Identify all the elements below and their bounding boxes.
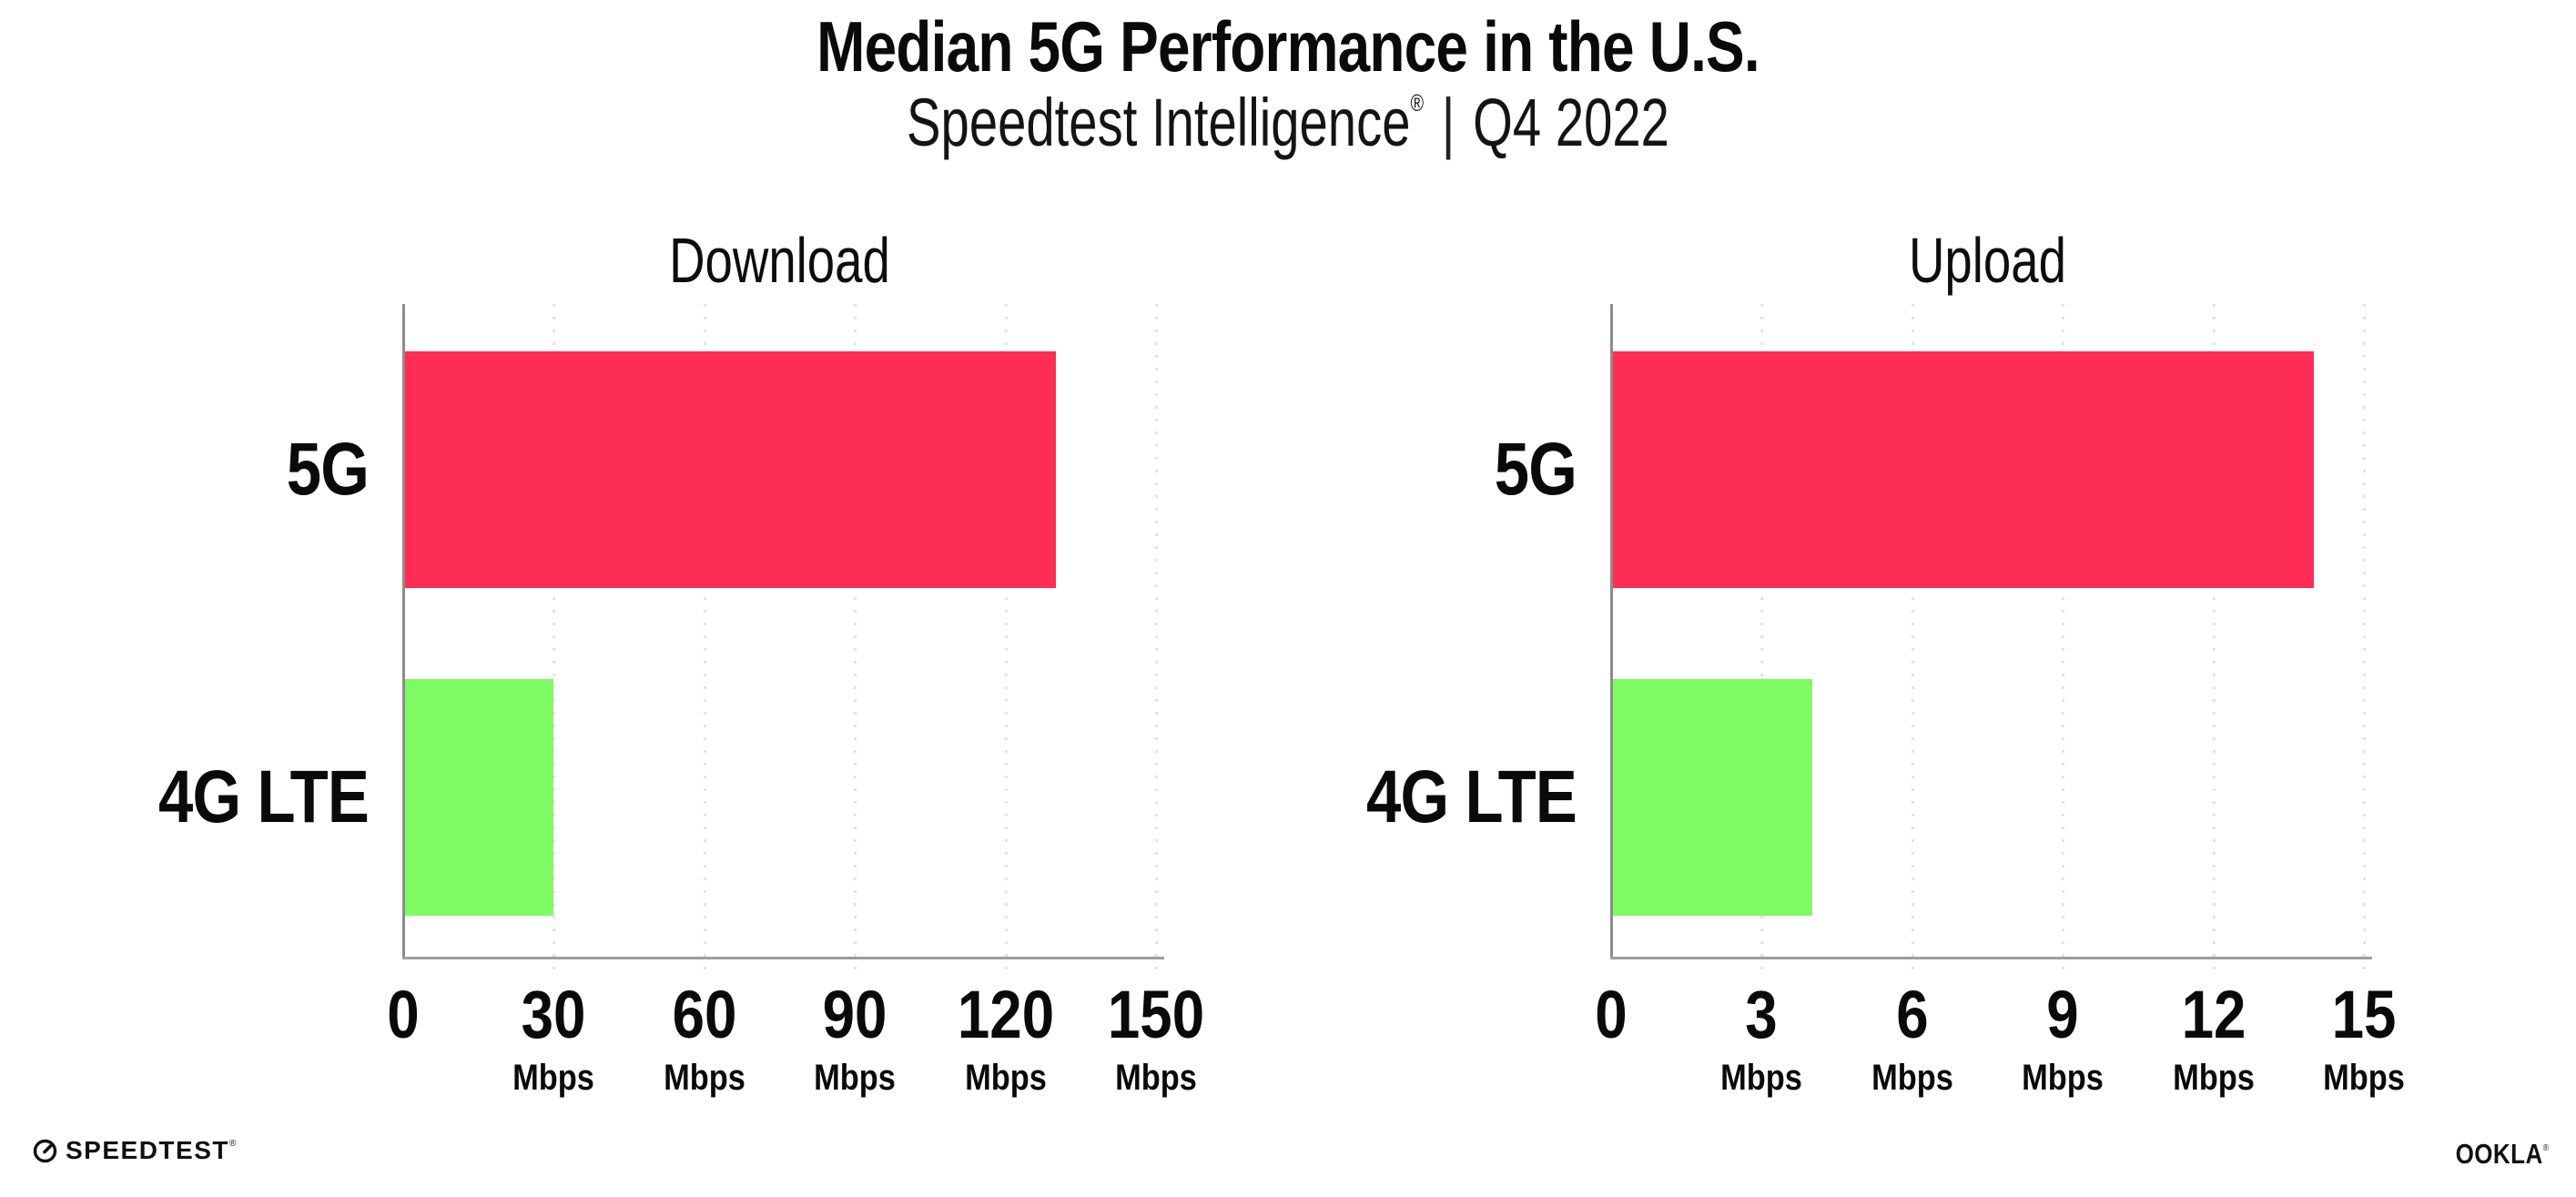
x-tick-label: 6 Mbps <box>1871 977 1953 1098</box>
chart-title-upload: Upload <box>1908 225 2067 296</box>
x-tick-value: 3 <box>1745 977 1779 1052</box>
x-tick-value: 15 <box>2331 977 2397 1052</box>
bar-5g <box>403 351 1056 588</box>
x-tick-unit: Mbps <box>512 1058 595 1098</box>
download-chart: Download 0 30 Mbps 60 Mbps 90 Mbps 120 Mbps 150 Mb… <box>158 224 1204 1134</box>
page-subtitle: Speedtest Intelligence® | Q4 2022 <box>309 84 2267 161</box>
x-tick-label: 30 Mbps <box>512 977 595 1098</box>
page-title: Median 5G Performance in the U.S. <box>816 6 1760 86</box>
gridline <box>553 304 556 971</box>
x-tick-label: 0 <box>387 981 419 1049</box>
gridline <box>2212 304 2216 971</box>
gridline <box>1004 304 1008 971</box>
speedtest-logo: SPEEDTEST® <box>33 1136 238 1165</box>
x-tick-unit: Mbps <box>814 1058 897 1098</box>
x-tick-value: 60 <box>672 977 737 1052</box>
x-tick-label: 15 Mbps <box>2323 977 2405 1098</box>
x-tick-unit: Mbps <box>2323 1058 2405 1098</box>
download-plot-area: 0 30 Mbps 60 Mbps 90 Mbps 120 Mbps 150 Mbps 5G 4G LT… <box>158 304 1204 1096</box>
x-tick-unit: Mbps <box>2022 1058 2104 1098</box>
x-tick-label: 3 Mbps <box>1720 977 1803 1098</box>
upload-chart: Upload 0 3 Mbps 6 Mbps 9 Mbps 12 Mbps 15 Mbps 5G 4G … <box>1366 224 2405 1134</box>
category-label-5g: 5G <box>1494 428 1577 511</box>
upload-plot-area: 0 3 Mbps 6 Mbps 9 Mbps 12 Mbps 15 Mbps 5G 4G LTE <box>1366 304 2405 1096</box>
x-tick-unit: Mbps <box>663 1058 745 1098</box>
bar-5g <box>1611 351 2314 588</box>
ookla-logo: OOKLA® <box>2455 1138 2549 1171</box>
x-tick-value: 9 <box>2046 977 2079 1052</box>
x-tick-value: 0 <box>1595 977 1628 1052</box>
x-tick-value: 6 <box>1896 977 1929 1052</box>
speedtest-registered-mark: ® <box>228 1139 238 1149</box>
x-tick-value: 0 <box>387 977 420 1052</box>
gridline <box>2062 304 2065 971</box>
ookla-registered-mark: ® <box>2542 1143 2549 1153</box>
x-tick-value: 120 <box>957 977 1054 1052</box>
gridline <box>703 304 706 971</box>
gridline <box>854 304 857 971</box>
x-tick-unit: Mbps <box>2172 1058 2255 1098</box>
x-tick-label: 120 Mbps <box>957 977 1054 1098</box>
x-tick-label: 90 Mbps <box>814 977 897 1098</box>
ookla-logo-text: OOKLA <box>2455 1138 2543 1170</box>
gridline <box>1155 304 1158 971</box>
x-tick-value: 90 <box>822 977 887 1052</box>
bar-4g-lte <box>403 679 554 916</box>
x-tick-unit: Mbps <box>1115 1058 1197 1098</box>
gridline <box>1760 304 1764 971</box>
x-tick-label: 60 Mbps <box>663 977 745 1098</box>
subtitle-period: Q4 2022 <box>1473 85 1669 160</box>
x-tick-label: 9 Mbps <box>2022 977 2104 1098</box>
category-label-4g-lte: 4G LTE <box>1366 756 1577 838</box>
x-tick-value: 12 <box>2181 977 2246 1052</box>
x-tick-label: 150 Mbps <box>1107 977 1205 1098</box>
category-label-4g-lte: 4G LTE <box>158 756 370 838</box>
bar-4g-lte <box>1611 679 1812 916</box>
x-tick-label: 12 Mbps <box>2172 977 2255 1098</box>
speedtest-gauge-icon <box>33 1139 57 1162</box>
registered-mark: ® <box>1410 89 1425 117</box>
subtitle-divider: | <box>1441 85 1455 160</box>
speedtest-logo-text: SPEEDTEST® <box>66 1136 238 1164</box>
x-tick-value: 30 <box>521 977 586 1052</box>
gridline <box>1911 304 1914 971</box>
gridline <box>2363 304 2366 971</box>
x-tick-label: 0 <box>1595 981 1627 1049</box>
subtitle-brand: Speedtest Intelligence <box>907 85 1411 160</box>
chart-title-download: Download <box>669 225 890 296</box>
x-tick-unit: Mbps <box>1720 1058 1803 1098</box>
x-tick-value: 150 <box>1107 977 1205 1052</box>
x-tick-unit: Mbps <box>964 1058 1047 1098</box>
category-label-5g: 5G <box>286 428 370 511</box>
x-tick-unit: Mbps <box>1871 1058 1953 1098</box>
